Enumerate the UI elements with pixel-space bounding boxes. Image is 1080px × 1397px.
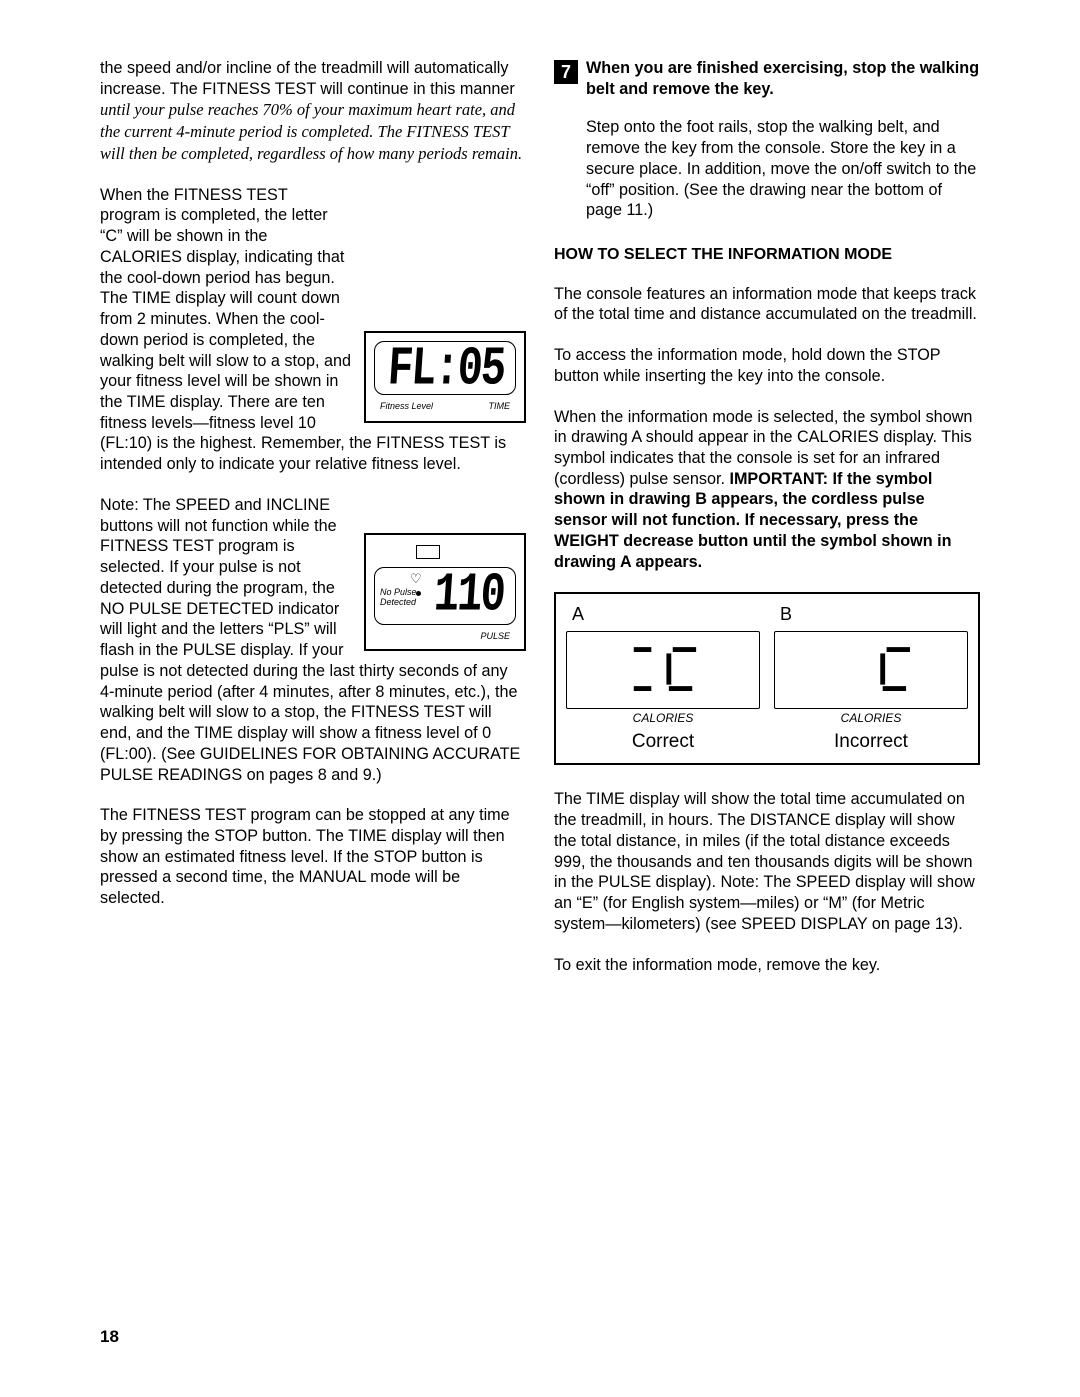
heart-icon: ♡ [410,571,422,587]
lcd-label-left: Fitness Level [380,401,433,411]
right-column: 7 When you are finished exercising, stop… [554,58,980,995]
left-column: the speed and/or incline of the treadmil… [100,58,526,995]
paragraph: The TIME display will show the total tim… [554,789,980,934]
paragraph: The console features an information mode… [554,284,980,325]
lcd-symbol-b [775,632,967,708]
body-text: the speed and/or incline of the treadmil… [100,59,515,98]
lcd-label-right: TIME [489,401,511,411]
paragraph: Step onto the foot rails, stop the walki… [554,117,980,221]
italic-text: until your pulse reaches 70% of your max… [100,100,522,162]
text-with-figure: FL:05 Fitness Level TIME When the FITNES… [100,185,526,495]
section-heading: HOW TO SELECT THE INFORMATION MODE [554,245,980,265]
step-heading: When you are finished exercising, stop t… [586,58,980,99]
indicator-dot [416,591,421,596]
paragraph: To exit the information mode, remove the… [554,955,980,976]
figure-name: Incorrect [774,731,968,753]
step-item: 7 When you are finished exercising, stop… [554,58,980,99]
figure-a: A CALORIES Correct [566,604,760,753]
figure-name: Correct [566,731,760,753]
pulse-display: No Pulse Detected ♡ 110 PULSE [364,533,526,651]
fitness-level-display: FL:05 Fitness Level TIME [364,331,526,423]
calories-figure: A CALORIES Correct B [554,592,980,765]
indicator-box [416,545,440,559]
manual-page: the speed and/or incline of the treadmil… [0,0,1080,1035]
lcd-symbol-a [567,632,759,708]
page-number: 18 [100,1327,119,1347]
paragraph: When the information mode is selected, t… [554,407,980,573]
lcd-value: FL:05 [386,337,506,399]
paragraph: The FITNESS TEST program can be stopped … [100,805,526,909]
lcd-value: 110 [432,564,506,626]
figure-caption: CALORIES [774,711,968,725]
figure-label: B [774,604,968,625]
figure-b: B CALORIES Incorrect [774,604,968,753]
calories-display-b [774,631,968,709]
paragraph: the speed and/or incline of the treadmil… [100,58,526,165]
paragraph: To access the information mode, hold dow… [554,345,980,386]
calories-display-a [566,631,760,709]
no-pulse-label-a: No Pulse [380,587,417,597]
lcd-label-bottom: PULSE [480,631,510,641]
text-with-figure: No Pulse Detected ♡ 110 PULSE Note: The … [100,495,526,805]
figure-label: A [566,604,760,625]
figure-caption: CALORIES [566,711,760,725]
no-pulse-label-b: Detected [380,597,416,607]
step-number: 7 [554,60,578,84]
